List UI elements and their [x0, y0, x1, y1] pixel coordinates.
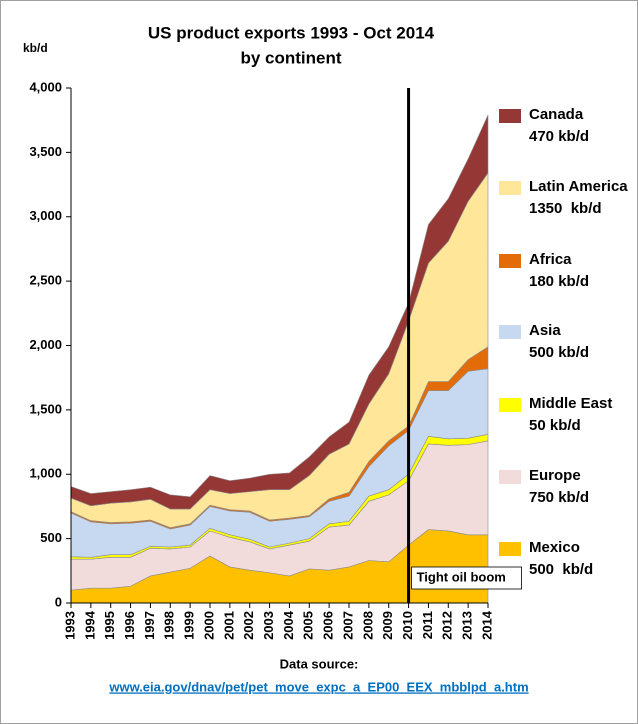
- y-tick-label: 3,000: [29, 208, 62, 223]
- legend-swatch: [499, 181, 521, 195]
- chart-title: US product exports 1993 - Oct 2014: [148, 23, 435, 42]
- legend-value: 500 kb/d: [529, 344, 590, 361]
- y-tick-label: 2,000: [29, 337, 62, 352]
- y-tick-label: 3,500: [29, 144, 62, 159]
- x-tick-label: 2005: [301, 611, 316, 640]
- legend-label: Mexico: [529, 539, 580, 556]
- legend-label: Europe: [529, 467, 581, 484]
- legend-label: Canada: [529, 106, 584, 123]
- legend-item: Latin America 1350 kb/d: [529, 176, 629, 220]
- source-link[interactable]: www.eia.gov/dnav/pet/pet_move_expc_a_EP0…: [108, 679, 528, 694]
- y-tick-label: 2,500: [29, 273, 62, 288]
- legend-item: Europe 750 kb/d: [529, 465, 629, 509]
- x-tick-label: 2000: [201, 611, 216, 640]
- y-tick-label: 1,000: [29, 466, 62, 481]
- legend-swatch: [499, 398, 521, 412]
- legend-swatch: [499, 325, 521, 339]
- legend-value: 500 kb/d: [529, 561, 594, 578]
- x-tick-label: 2012: [440, 611, 455, 640]
- x-tick-label: 2014: [479, 610, 494, 640]
- legend-item: Mexico 500 kb/d: [529, 537, 629, 581]
- x-tick-label: 1998: [162, 611, 177, 640]
- x-tick-label: 2004: [281, 610, 296, 640]
- x-tick-label: 1994: [82, 610, 97, 640]
- x-tick-label: 2013: [460, 611, 475, 640]
- y-tick-label: 500: [40, 530, 62, 545]
- chart-subtitle: by continent: [240, 48, 341, 67]
- legend-value: 1350 kb/d: [529, 200, 602, 217]
- x-tick-label: 2007: [340, 611, 355, 640]
- legend-swatch: [499, 254, 521, 268]
- legend-item: Canada 470 kb/d: [529, 104, 629, 148]
- legend-swatch: [499, 542, 521, 556]
- legend-label: Asia: [529, 322, 561, 339]
- legend-label: Middle East: [529, 395, 613, 412]
- annotation-box: [411, 566, 522, 590]
- x-tick-label: 1997: [142, 611, 157, 640]
- legend-item: Asia 500 kb/d: [529, 320, 629, 364]
- x-tick-label: 2011: [420, 611, 435, 639]
- x-tick-label: 1999: [182, 611, 197, 640]
- area: [70, 114, 489, 510]
- x-tick-label: 1995: [102, 611, 117, 640]
- legend-value: 50 kb/d: [529, 417, 581, 434]
- x-tick-label: 1993: [62, 611, 77, 640]
- y-tick-label: 0: [55, 594, 62, 609]
- source-label: Data source:: [280, 656, 359, 671]
- y-tick-label: 4,000: [29, 79, 62, 94]
- x-tick-label: 2003: [261, 611, 276, 640]
- legend-item: Africa 180 kb/d: [529, 249, 629, 293]
- legend-swatch: [499, 109, 521, 123]
- x-tick-label: 2009: [380, 611, 395, 640]
- legend-label: Latin America: [529, 178, 628, 195]
- x-tick-label: 2006: [321, 611, 336, 640]
- legend-label: Africa: [529, 251, 572, 268]
- x-tick-label: 2008: [360, 611, 375, 640]
- annotation: Tight oil boom: [417, 569, 506, 584]
- x-tick-label: 1996: [122, 611, 137, 640]
- legend-value: 750 kb/d: [529, 489, 590, 506]
- legend-value: 180 kb/d: [529, 273, 590, 290]
- y-axis-label: kb/d: [23, 41, 48, 55]
- x-tick-label: 2010: [400, 611, 415, 640]
- x-tick-label: 2001: [221, 611, 236, 640]
- y-tick-label: 1,500: [29, 401, 62, 416]
- legend-value: 470 kb/d: [529, 128, 590, 145]
- legend-item: Middle East 50 kb/d: [529, 393, 629, 437]
- x-tick-label: 2002: [241, 611, 256, 640]
- legend-swatch: [499, 470, 521, 484]
